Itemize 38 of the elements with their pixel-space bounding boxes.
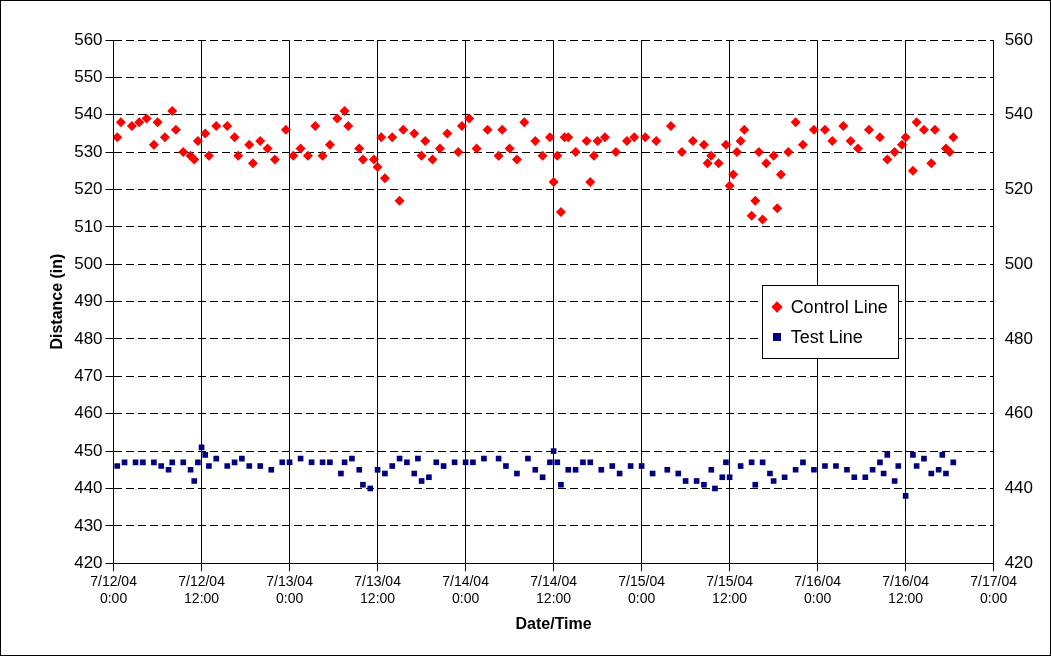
y2-tick-label: 440: [1004, 478, 1034, 498]
x-tick-label: 7/15/04 0:00: [618, 573, 666, 607]
y-tick-label: 430: [74, 515, 103, 535]
y2-tick-label: 500: [1004, 253, 1034, 273]
y-tick-label: 460: [74, 403, 103, 423]
y-tick-label: 510: [74, 216, 103, 236]
y2-tick-label: 480: [1004, 328, 1034, 348]
y2-tick-label: 420: [1004, 552, 1034, 572]
y-tick-label: 420: [74, 552, 103, 572]
x-axis-title: Date/Time: [515, 614, 592, 632]
x-tick-label: 7/14/04 12:00: [530, 573, 578, 607]
y-tick-label: 440: [74, 478, 103, 498]
x-tick-label: 7/15/04 12:00: [706, 573, 754, 607]
y-tick-label: 540: [74, 104, 103, 124]
y-tick-label: 450: [74, 440, 103, 460]
y2-tick-label: 540: [1004, 104, 1034, 124]
y-tick-label: 550: [74, 67, 103, 87]
x-tick-label: 7/13/04 0:00: [266, 573, 314, 607]
x-tick-label: 7/16/04 12:00: [882, 573, 930, 607]
legend-label: Test Line: [790, 325, 863, 349]
y-tick-label: 530: [74, 141, 103, 161]
y2-tick-label: 560: [1004, 29, 1034, 49]
x-tick-label: 7/12/04 0:00: [90, 573, 138, 607]
x-tick-label: 7/17/04 0:00: [970, 573, 1018, 607]
y2-tick-label: 460: [1004, 403, 1034, 423]
y-tick-label: 560: [74, 29, 103, 49]
y2-tick-label: 520: [1004, 179, 1034, 199]
x-tick-label: 7/16/04 0:00: [794, 573, 842, 607]
y-tick-label: 520: [74, 179, 103, 199]
y-tick-label: 470: [74, 366, 103, 386]
y-tick-label: 500: [74, 253, 103, 273]
x-tick-label: 7/12/04 12:00: [178, 573, 226, 607]
y-tick-label: 490: [74, 291, 103, 311]
x-tick-label: 7/14/04 0:00: [442, 573, 490, 607]
legend-label: Control Line: [790, 295, 888, 319]
x-tick-label: 7/13/04 12:00: [354, 573, 402, 607]
y-axis-title: Distance (in): [48, 253, 66, 350]
y-tick-label: 480: [74, 328, 103, 348]
